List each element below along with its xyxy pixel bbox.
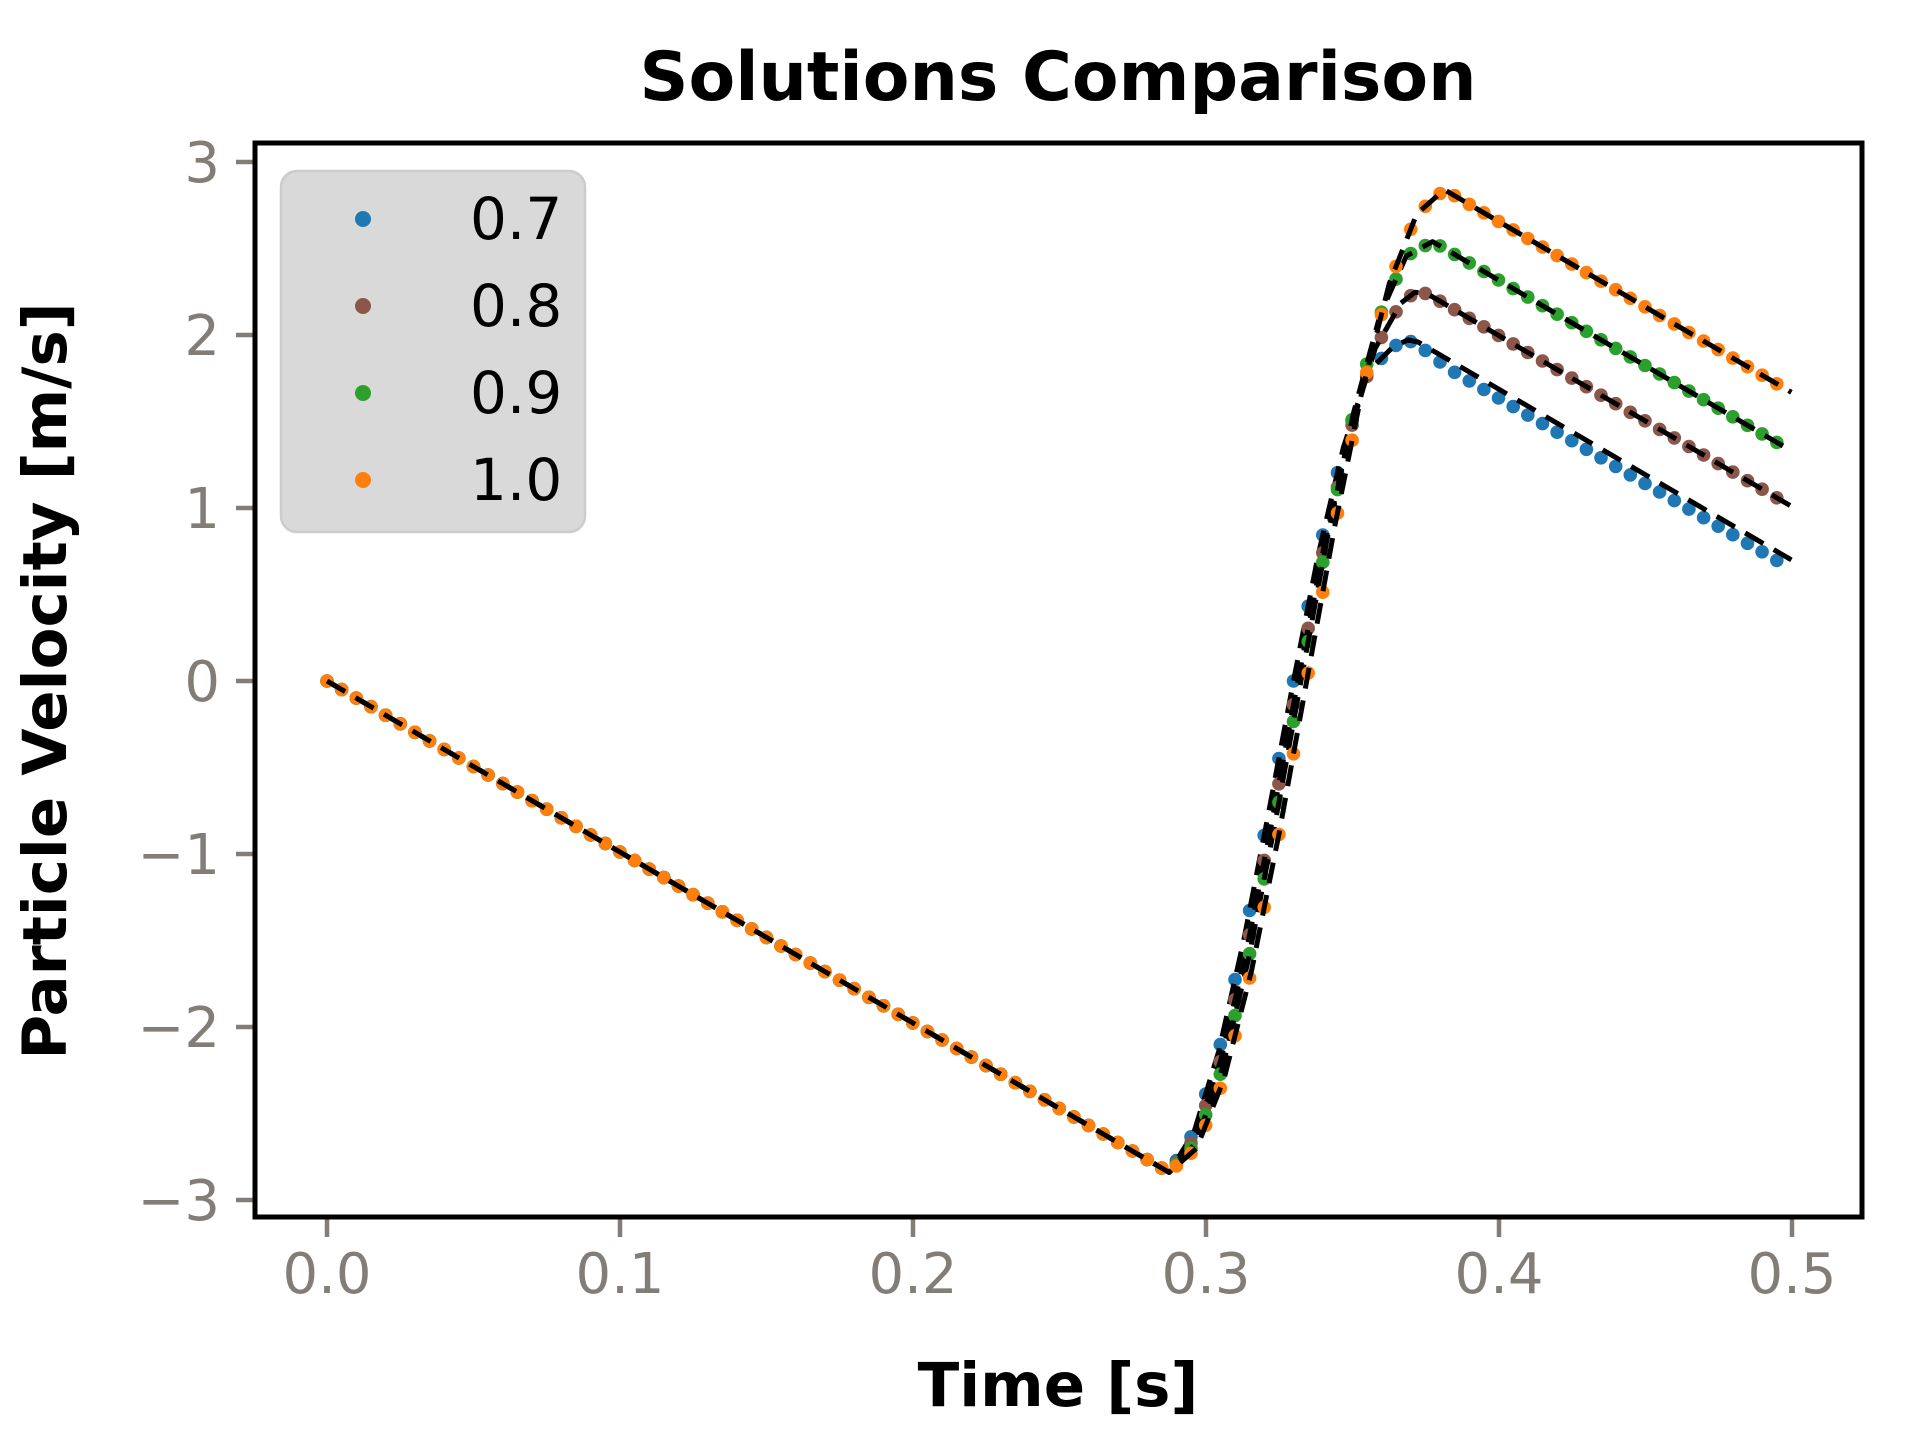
- x-tick-label: 0.2: [868, 1242, 957, 1307]
- legend-label-1.0: 1.0: [470, 446, 562, 514]
- y-tick-label: −3: [137, 1169, 220, 1234]
- x-axis-label: Time [s]: [918, 1350, 1199, 1421]
- x-tick-label: 0.1: [575, 1242, 664, 1307]
- legend-marker-0.8: [355, 298, 371, 314]
- plot-border: [252, 140, 1865, 1220]
- legend-label-0.8: 0.8: [470, 272, 562, 340]
- legend-label-0.9: 0.9: [470, 359, 562, 427]
- x-tick-label: 0.0: [282, 1242, 371, 1307]
- y-tick-labels: 3 2 1 0 −1 −2 −3: [137, 131, 220, 1234]
- x-tick-marks: [324, 1219, 1795, 1237]
- y-tick-label: −2: [137, 996, 220, 1061]
- legend-marker-0.9: [355, 385, 371, 401]
- y-tick-label: −1: [137, 823, 220, 888]
- legend: 0.7 0.8 0.9 1.0: [279, 169, 587, 534]
- y-tick-label: 1: [184, 477, 220, 542]
- x-tick-label: 0.3: [1161, 1242, 1250, 1307]
- x-tick-label: 0.5: [1747, 1242, 1836, 1307]
- x-tick-labels: 0.0 0.1 0.2 0.3 0.4 0.5: [282, 1242, 1836, 1307]
- y-tick-label: 2: [184, 304, 220, 369]
- x-tick-label: 0.4: [1454, 1242, 1543, 1307]
- y-tick-label: 0: [184, 650, 220, 715]
- legend-marker-1.0: [355, 472, 371, 488]
- legend-label-0.7: 0.7: [470, 185, 562, 253]
- legend-marker-0.7: [355, 211, 371, 227]
- y-tick-label: 3: [184, 131, 220, 196]
- y-axis-label: Particle Velocity [m/s]: [10, 302, 81, 1059]
- chart-title: Solutions Comparison: [640, 38, 1477, 117]
- series-reference-line-1.0: [325, 187, 1793, 1175]
- y-tick-marks: [236, 159, 255, 1203]
- legend-box: [279, 169, 587, 534]
- data-series-layer: [320, 186, 1793, 1175]
